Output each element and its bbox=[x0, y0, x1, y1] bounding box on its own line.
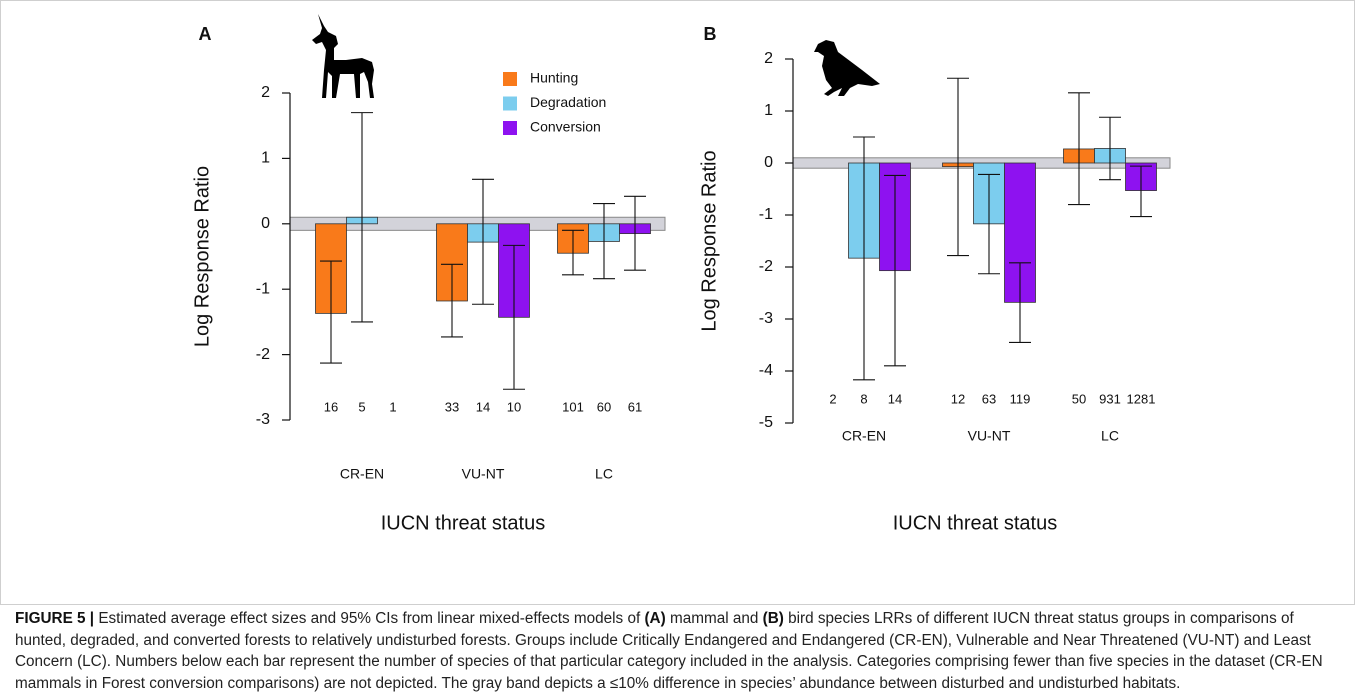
y-tick-label: -5 bbox=[759, 414, 773, 431]
y-tick-label: -3 bbox=[256, 411, 270, 428]
count-label: 14 bbox=[888, 391, 902, 406]
error-bar bbox=[441, 263, 463, 338]
count-label: 63 bbox=[982, 391, 996, 406]
y-tick-label: 0 bbox=[764, 154, 773, 171]
bird-icon bbox=[814, 40, 880, 96]
y-tick-label: -2 bbox=[759, 258, 773, 275]
legend-swatch bbox=[503, 121, 517, 135]
count-label: 101 bbox=[562, 399, 584, 414]
panel-label: B bbox=[704, 24, 717, 44]
count-label: 119 bbox=[1010, 391, 1031, 406]
y-tick-label: 0 bbox=[261, 215, 270, 232]
count-label: 10 bbox=[507, 399, 521, 414]
category-label: LC bbox=[1101, 428, 1119, 444]
panel-label: A bbox=[199, 24, 212, 44]
error-bar bbox=[1130, 165, 1152, 218]
legend-label: Conversion bbox=[530, 119, 601, 135]
error-bar bbox=[351, 112, 373, 323]
count-label: 50 bbox=[1072, 391, 1086, 406]
count-label: 60 bbox=[597, 399, 611, 414]
category-label: CR-EN bbox=[842, 428, 886, 444]
count-label: 12 bbox=[951, 391, 965, 406]
error-bar bbox=[884, 174, 906, 367]
legend-label: Hunting bbox=[530, 70, 578, 86]
category-label: CR-EN bbox=[340, 466, 384, 482]
x-axis-label: IUCN threat status bbox=[893, 512, 1058, 534]
mammal-icon bbox=[312, 14, 374, 98]
y-axis-label: Log Response Ratio bbox=[698, 150, 720, 331]
y-tick-label: 1 bbox=[764, 102, 773, 119]
count-label: 8 bbox=[860, 391, 867, 406]
error-bar bbox=[1099, 116, 1121, 181]
count-label: 33 bbox=[445, 399, 459, 414]
error-bar bbox=[978, 173, 1000, 275]
legend-label: Degradation bbox=[530, 94, 606, 110]
error-bar bbox=[472, 178, 494, 305]
error-bar bbox=[320, 260, 342, 364]
y-tick-label: -4 bbox=[759, 362, 773, 379]
caption-text: bird species LRRs of different IUCN thre… bbox=[15, 610, 1327, 692]
legend-swatch bbox=[503, 72, 517, 86]
legend-swatch bbox=[503, 96, 517, 111]
category-label: VU-NT bbox=[968, 428, 1011, 444]
error-bar bbox=[624, 195, 646, 271]
error-bar bbox=[1068, 92, 1090, 206]
y-tick-label: -1 bbox=[256, 280, 270, 297]
y-axis-label: Log Response Ratio bbox=[191, 166, 213, 347]
error-bar bbox=[947, 77, 969, 257]
error-bar bbox=[853, 136, 875, 381]
error-bar bbox=[593, 202, 615, 280]
category-label: LC bbox=[595, 466, 613, 482]
error-bar bbox=[503, 244, 525, 390]
y-tick-label: 1 bbox=[261, 150, 270, 167]
y-tick-label: -3 bbox=[759, 310, 773, 327]
error-bar bbox=[562, 229, 584, 276]
category-label: VU-NT bbox=[462, 466, 505, 482]
count-label: 16 bbox=[324, 399, 338, 414]
count-label: 2 bbox=[829, 391, 836, 406]
count-label: 1 bbox=[389, 399, 396, 414]
y-tick-label: 2 bbox=[764, 50, 773, 67]
count-label: 14 bbox=[476, 399, 490, 414]
error-bar bbox=[1009, 262, 1031, 343]
caption-text: mammal and bbox=[665, 610, 763, 627]
caption-text: (B) bbox=[762, 610, 784, 627]
count-label: 931 bbox=[1099, 391, 1121, 406]
y-tick-label: 2 bbox=[261, 84, 270, 101]
y-tick-label: -1 bbox=[759, 206, 773, 223]
caption-text: Estimated average effect sizes and 95% C… bbox=[94, 610, 645, 627]
caption-text: FIGURE 5 | bbox=[15, 610, 95, 627]
count-label: 1281 bbox=[1127, 391, 1156, 406]
caption-text: (A) bbox=[644, 610, 666, 627]
y-tick-label: -2 bbox=[256, 346, 270, 363]
count-label: 61 bbox=[628, 399, 642, 414]
x-axis-label: IUCN threat status bbox=[381, 512, 546, 534]
count-label: 5 bbox=[358, 399, 365, 414]
caption: FIGURE 5 | Estimated average effect size… bbox=[15, 608, 1340, 694]
